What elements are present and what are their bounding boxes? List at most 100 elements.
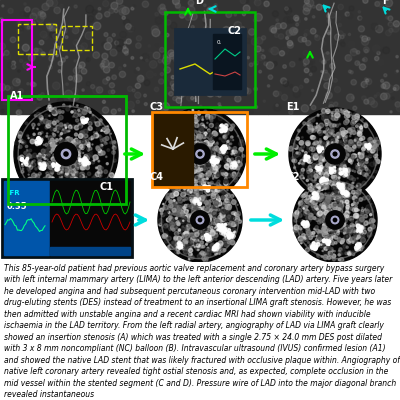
Circle shape	[207, 215, 212, 219]
Circle shape	[197, 142, 200, 146]
Circle shape	[331, 150, 339, 158]
Circle shape	[44, 150, 48, 154]
Circle shape	[322, 42, 326, 45]
Circle shape	[206, 173, 209, 176]
Circle shape	[204, 143, 207, 146]
Circle shape	[316, 208, 318, 210]
Circle shape	[207, 219, 210, 222]
Circle shape	[207, 218, 210, 221]
Circle shape	[191, 178, 195, 183]
Circle shape	[221, 226, 224, 229]
Circle shape	[26, 160, 30, 165]
Circle shape	[233, 222, 238, 226]
Circle shape	[360, 242, 361, 244]
Circle shape	[359, 158, 364, 163]
Circle shape	[178, 246, 181, 249]
Circle shape	[204, 158, 208, 162]
Circle shape	[210, 160, 214, 163]
Circle shape	[223, 226, 225, 229]
Circle shape	[189, 242, 192, 245]
Circle shape	[337, 168, 340, 171]
Circle shape	[324, 137, 326, 139]
Circle shape	[78, 185, 79, 186]
Circle shape	[368, 145, 370, 148]
Circle shape	[323, 166, 328, 171]
Circle shape	[198, 152, 202, 156]
Circle shape	[344, 213, 348, 218]
Circle shape	[304, 194, 306, 196]
Circle shape	[304, 160, 305, 161]
Circle shape	[212, 134, 216, 138]
Circle shape	[341, 186, 343, 188]
Circle shape	[292, 159, 295, 162]
Circle shape	[197, 141, 199, 144]
Circle shape	[303, 50, 308, 56]
Circle shape	[340, 207, 342, 208]
Circle shape	[323, 217, 326, 219]
Circle shape	[103, 138, 107, 142]
Circle shape	[97, 87, 100, 90]
Circle shape	[208, 215, 212, 219]
Circle shape	[172, 136, 174, 138]
Circle shape	[178, 243, 180, 245]
Bar	[213, 34, 241, 89]
Circle shape	[367, 147, 370, 150]
Circle shape	[200, 168, 203, 171]
Circle shape	[72, 159, 76, 163]
Circle shape	[358, 128, 362, 133]
Circle shape	[358, 198, 362, 201]
Circle shape	[183, 236, 187, 240]
Circle shape	[320, 167, 322, 170]
Circle shape	[308, 236, 312, 240]
Circle shape	[315, 196, 319, 200]
Circle shape	[316, 130, 317, 131]
Circle shape	[216, 157, 220, 161]
Circle shape	[50, 31, 56, 38]
Circle shape	[52, 144, 55, 147]
Circle shape	[332, 225, 336, 228]
Circle shape	[68, 174, 70, 176]
Circle shape	[183, 240, 186, 242]
Circle shape	[199, 164, 204, 168]
Circle shape	[333, 226, 337, 230]
Circle shape	[331, 169, 333, 170]
Circle shape	[104, 182, 106, 184]
Circle shape	[224, 208, 229, 213]
Circle shape	[58, 46, 61, 50]
Circle shape	[94, 174, 97, 178]
Circle shape	[181, 206, 182, 208]
Circle shape	[182, 172, 186, 176]
Circle shape	[55, 162, 59, 166]
Circle shape	[16, 111, 20, 115]
Circle shape	[365, 208, 367, 211]
Circle shape	[322, 227, 326, 231]
Circle shape	[190, 192, 191, 193]
Circle shape	[310, 117, 315, 122]
Circle shape	[261, 36, 266, 40]
Circle shape	[346, 163, 347, 164]
Circle shape	[314, 142, 317, 145]
Circle shape	[326, 223, 329, 225]
Circle shape	[311, 147, 315, 152]
Circle shape	[224, 224, 227, 226]
Circle shape	[189, 233, 194, 238]
Circle shape	[71, 160, 75, 164]
Circle shape	[196, 211, 200, 214]
Circle shape	[48, 153, 50, 156]
Circle shape	[72, 116, 74, 117]
Circle shape	[319, 194, 324, 198]
Circle shape	[343, 190, 347, 194]
Circle shape	[341, 134, 344, 136]
Circle shape	[46, 123, 51, 128]
Circle shape	[159, 146, 162, 149]
Circle shape	[208, 250, 209, 251]
Circle shape	[205, 180, 206, 181]
Circle shape	[77, 149, 80, 152]
Circle shape	[364, 221, 368, 225]
Circle shape	[354, 208, 358, 211]
Circle shape	[76, 154, 80, 159]
Circle shape	[216, 35, 223, 42]
Circle shape	[238, 162, 242, 167]
Circle shape	[76, 179, 81, 184]
Circle shape	[188, 168, 191, 171]
